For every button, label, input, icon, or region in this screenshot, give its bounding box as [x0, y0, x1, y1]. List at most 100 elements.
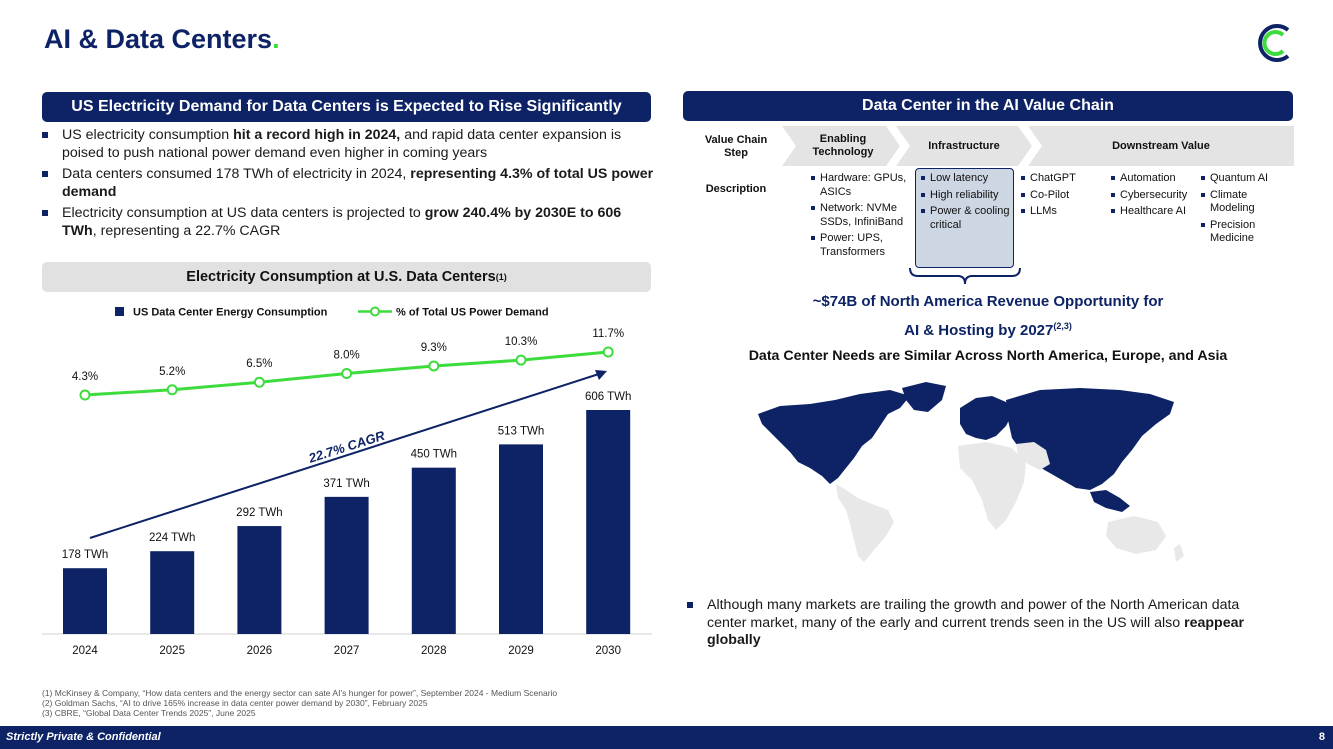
bar-2030 [586, 410, 631, 634]
legend-line-swatch [370, 306, 380, 317]
list-item: Co-Pilot [1021, 189, 1111, 203]
pct-label-2024: 4.3% [72, 371, 98, 383]
bullet-item: US electricity consumption hit a record … [42, 127, 654, 162]
infrastructure-list: Low latency High reliability Power & coo… [921, 172, 1013, 235]
map-south-america [836, 484, 894, 562]
map-new-zealand [1174, 544, 1184, 562]
infrastructure-bracket [909, 268, 1021, 285]
right-bullet: Although many markets are trailing the g… [687, 597, 1267, 650]
map-africa [958, 442, 1026, 530]
footnote: (1) McKinsey & Company, “How data center… [42, 688, 558, 698]
map-middle-east [1016, 442, 1050, 470]
bullet-item: Electricity consumption at US data cente… [42, 205, 654, 240]
pct-label-2030: 11.7% [592, 328, 624, 340]
map-europe [960, 396, 1012, 440]
chart-title: Electricity Consumption at U.S. Data Cen… [42, 262, 651, 292]
downstream-list-3: Quantum AI Climate Modeling Precision Me… [1201, 172, 1293, 249]
page-title: AI & Data Centers. [44, 24, 280, 54]
x-tick-2025: 2025 [159, 645, 185, 657]
list-item: High reliability [921, 189, 1013, 203]
pct-point-2028 [428, 360, 440, 372]
left-bullet-list: US electricity consumption hit a record … [42, 127, 654, 244]
bar-label-2030: 606 TWh [585, 391, 631, 403]
bar-2024 [63, 568, 107, 634]
bar-label-2025: 224 TWh [149, 532, 195, 544]
pct-point-2024 [79, 389, 91, 401]
footnotes: (1) McKinsey & Company, “How data center… [42, 688, 557, 718]
list-item: Automation [1111, 172, 1203, 186]
downstream-list-2: Automation Cybersecurity Healthcare AI [1111, 172, 1203, 222]
cagr-arrow-line [89, 372, 603, 539]
list-item: Healthcare AI [1111, 205, 1203, 219]
left-section-banner: US Electricity Demand for Data Centers i… [42, 92, 651, 122]
pct-label-2025: 5.2% [159, 366, 185, 378]
stage-downstream-value: Downstream Value [1028, 126, 1294, 166]
footnote: (3) CBRE, “Global Data Center Trends 202… [42, 708, 256, 718]
revenue-opportunity-text: ~$74B of North America Revenue Opportuni… [812, 293, 1164, 339]
x-tick-2029: 2029 [508, 645, 534, 657]
bar-2026 [237, 526, 282, 634]
enabling-tech-list: Hardware: GPUs, ASICs Network: NVMe SSDs… [811, 172, 911, 262]
bar-label-2028: 450 TWh [411, 449, 457, 461]
stage-enabling-technology: Enabling Technology [782, 126, 900, 166]
list-item: Network: NVMe SSDs, InfiniBand [811, 202, 911, 229]
pct-point-2029 [515, 354, 527, 366]
legend-bar-label: US Data Center Energy Consumption [133, 307, 328, 319]
map-australia [1106, 516, 1166, 554]
list-item: Low latency [921, 172, 1013, 186]
x-tick-2028: 2028 [421, 645, 447, 657]
pct-point-2027 [341, 368, 353, 379]
value-chain-step-label: Value Chain Step [704, 134, 768, 159]
legend-bar-swatch [115, 307, 124, 316]
list-item: ChatGPT [1021, 172, 1111, 186]
list-item: Cybersecurity [1111, 189, 1203, 203]
list-item: Climate Modeling [1201, 189, 1293, 216]
bar-2029 [499, 444, 543, 634]
bar-label-2026: 292 TWh [236, 507, 282, 519]
bar-2025 [150, 551, 195, 634]
pct-label-2026: 6.5% [246, 358, 272, 370]
bar-label-2029: 513 TWh [498, 425, 544, 437]
list-item: Power & cooling critical [921, 205, 1013, 232]
downstream-list-1: ChatGPT Co-Pilot LLMs [1021, 172, 1111, 222]
infrastructure-highlight-box [915, 168, 1014, 268]
footer-bar: Strictly Private & Confidential 8 [0, 726, 1333, 749]
right-section-banner: Data Center in the AI Value Chain [683, 91, 1293, 121]
confidential-label: Strictly Private & Confidential [6, 731, 161, 743]
pct-label-2029: 10.3% [505, 336, 538, 348]
x-tick-2030: 2030 [595, 645, 621, 657]
list-item: Quantum AI [1201, 172, 1293, 186]
company-logo-icon [1258, 24, 1290, 62]
world-map [758, 382, 1184, 562]
pct-point-2025 [166, 384, 178, 396]
bar-2028 [411, 467, 456, 634]
footnote: (2) Goldman Sachs, “AI to drive 165% inc… [42, 698, 428, 708]
pct-point-2030 [602, 346, 614, 358]
map-asia [1006, 388, 1174, 490]
pct-label-2028: 9.3% [421, 342, 447, 354]
value-chain-arrows: Enabling Technology Infrastructure Downs… [782, 126, 1294, 166]
description-label: Description [705, 183, 767, 195]
x-tick-2027: 2027 [334, 645, 360, 657]
x-tick-2026: 2026 [247, 645, 273, 657]
stage-infrastructure: Infrastructure [896, 126, 1032, 166]
map-north-america [758, 390, 910, 484]
data-center-needs-heading: Data Center Needs are Similar Across Nor… [748, 348, 1228, 364]
bar-2027 [324, 496, 369, 634]
list-item: Power: UPS, Transformers [811, 232, 911, 259]
legend-line-label: % of Total US Power Demand [396, 307, 549, 319]
list-item: Hardware: GPUs, ASICs [811, 172, 911, 199]
bar-label-2024: 178 TWh [62, 549, 108, 561]
x-tick-2024: 2024 [72, 645, 98, 657]
list-item: LLMs [1021, 205, 1111, 219]
map-greenland [902, 382, 946, 412]
map-southeast-asia [1090, 490, 1130, 512]
page-number: 8 [1318, 731, 1325, 743]
list-item: Precision Medicine [1201, 219, 1293, 246]
pct-point-2026 [253, 376, 265, 388]
cagr-arrow-head [595, 370, 607, 380]
bullet-item: Data centers consumed 178 TWh of electri… [42, 166, 654, 201]
pct-label-2027: 8.0% [333, 350, 359, 362]
bar-label-2027: 371 TWh [323, 478, 369, 490]
electricity-chart: US Data Center Energy Consumption % of T… [42, 306, 652, 657]
